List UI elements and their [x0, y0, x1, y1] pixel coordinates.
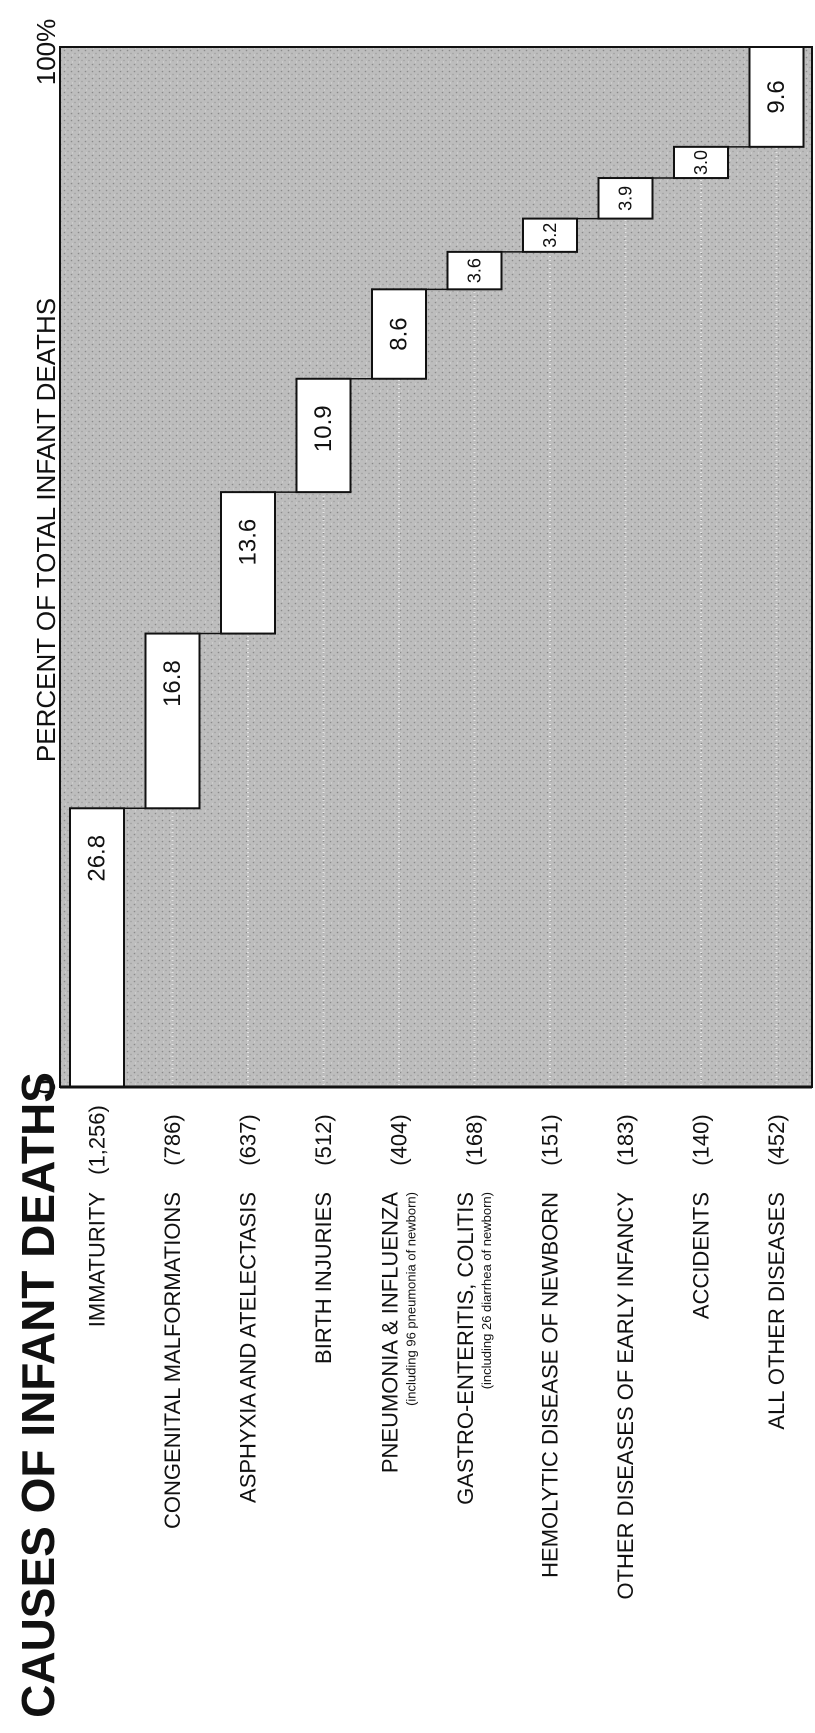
- bar-value-label: 10.9: [310, 405, 337, 452]
- category-note: (including 96 pneumonia of newborn): [404, 1192, 419, 1406]
- plot-panel: [59, 46, 813, 1088]
- bar-value-label: 9.6: [763, 80, 790, 113]
- axis-max-label: 100%: [31, 19, 61, 86]
- category-count: (140): [689, 1114, 714, 1165]
- category-name: GASTRO-ENTERITIS, COLITIS: [453, 1192, 478, 1505]
- bar-value-label: 26.8: [84, 835, 111, 882]
- bar-value-label: 3.0: [691, 150, 711, 175]
- category-count: (452): [764, 1114, 789, 1165]
- bar: [69, 807, 125, 1089]
- category-name: OTHER DISEASES OF EARLY INFANCY: [613, 1192, 638, 1600]
- category-count: (151): [538, 1114, 563, 1165]
- category-name: ALL OTHER DISEASES: [764, 1192, 789, 1430]
- category-count: (637): [236, 1114, 261, 1165]
- bar-value-label: 13.6: [235, 519, 262, 566]
- bar-value-label: 3.2: [540, 223, 560, 248]
- bar-value-label: 16.8: [159, 660, 186, 707]
- category-name: ASPHYXIA AND ATELECTASIS: [236, 1192, 261, 1503]
- category-name: ACCIDENTS: [689, 1192, 714, 1319]
- bar: [673, 145, 729, 180]
- category-count: (512): [311, 1114, 336, 1165]
- bar: [144, 632, 201, 810]
- category-name: PNEUMONIA & INFLUENZA: [378, 1192, 403, 1473]
- category-count: (1,256): [85, 1105, 110, 1175]
- bar: [220, 491, 276, 635]
- bar-value-label: 3.9: [616, 186, 636, 211]
- category-note: (including 26 diarrhea of newborn): [479, 1192, 494, 1389]
- bar: [597, 177, 654, 220]
- bar-value-label: 8.6: [386, 317, 413, 350]
- bar: [371, 288, 427, 380]
- category-name: BIRTH INJURIES: [311, 1192, 336, 1364]
- category-name: IMMATURITY: [85, 1192, 110, 1328]
- category-count: (168): [462, 1114, 487, 1165]
- axis-title: PERCENT OF TOTAL INFANT DEATHS: [31, 298, 61, 762]
- axis-min-label: 0: [31, 1080, 61, 1094]
- bar: [748, 46, 805, 148]
- bar-value-label: 3.6: [465, 258, 485, 283]
- bar: [522, 217, 578, 253]
- category-name: CONGENITAL MALFORMATIONS: [160, 1192, 185, 1529]
- bar: [446, 250, 503, 291]
- category-count: (786): [160, 1114, 185, 1165]
- bar: [295, 377, 352, 494]
- category-count: (404): [387, 1114, 412, 1165]
- category-name: HEMOLYTIC DISEASE OF NEWBORN: [538, 1192, 563, 1578]
- chart-title: CAUSES OF INFANT DEATHS: [12, 1072, 64, 1718]
- category-count: (183): [613, 1114, 638, 1165]
